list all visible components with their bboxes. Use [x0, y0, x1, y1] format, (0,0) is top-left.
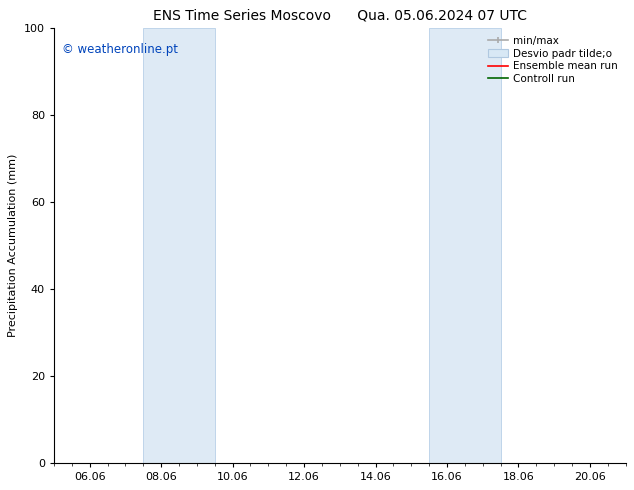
Bar	[143, 27, 215, 463]
Bar	[429, 27, 501, 463]
Y-axis label: Precipitation Accumulation (mm): Precipitation Accumulation (mm)	[8, 153, 18, 337]
Title: ENS Time Series Moscovo      Qua. 05.06.2024 07 UTC: ENS Time Series Moscovo Qua. 05.06.2024 …	[153, 8, 527, 23]
Legend: min/max, Desvio padr tilde;o, Ensemble mean run, Controll run: min/max, Desvio padr tilde;o, Ensemble m…	[484, 33, 621, 87]
Text: © weatheronline.pt: © weatheronline.pt	[63, 43, 179, 56]
